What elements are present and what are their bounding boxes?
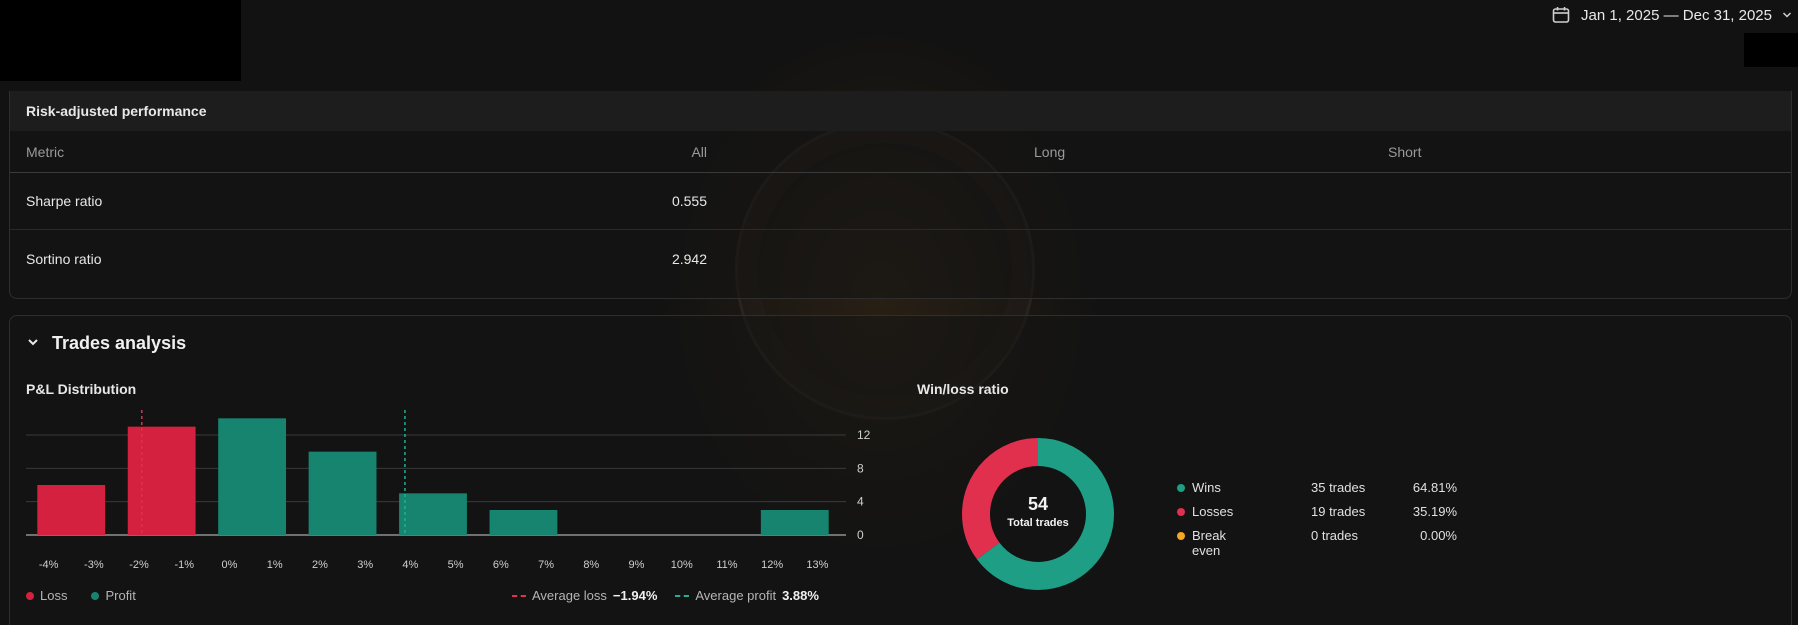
table-row: Sortino ratio 2.942: [10, 230, 1791, 287]
profit-legend-dot: [91, 591, 100, 600]
y-tick-label: 8: [857, 461, 864, 475]
x-tick-label: -1%: [174, 559, 194, 571]
outcome-percent: 35.19%: [1412, 504, 1457, 519]
total-trades-value: 54: [1028, 494, 1048, 514]
column-header-all: All: [691, 143, 707, 160]
x-tick-label: 8%: [583, 559, 599, 571]
outcome-count: 35 trades: [1311, 480, 1366, 495]
average-profit-legend: Average profit 3.88%: [675, 588, 819, 603]
x-tick-label: 4%: [402, 559, 418, 571]
y-tick-label: 4: [857, 495, 864, 509]
x-tick-label: 10%: [671, 559, 693, 571]
pnl-legend: Loss Profit: [26, 588, 136, 603]
corner-redaction: [1744, 33, 1798, 67]
pnl-distribution-chart: 0 4 8 12 -4% -3% -2% -1% 0% 1% 2% 3% 4% 5% 6% 7% 8% 9% 10%…: [26, 410, 871, 571]
date-range-picker[interactable]: Jan 1, 2025 — Dec 31, 2025: [1551, 3, 1792, 27]
outcome-percent: 0.00%: [1420, 528, 1457, 543]
outcome-count: 0 trades: [1311, 528, 1358, 543]
chevron-down-icon: [26, 333, 40, 354]
column-header-metric: Metric: [26, 143, 65, 160]
profit-legend-label: Profit: [105, 588, 136, 603]
win-loss-title: Win/loss ratio: [917, 381, 1009, 397]
x-tick-label: -3%: [84, 559, 104, 571]
profit-bar: [399, 493, 467, 535]
y-tick-label: 12: [857, 428, 871, 442]
x-tick-label: 2%: [312, 559, 328, 571]
x-tick-label: -2%: [129, 559, 149, 571]
x-tick-label: 11%: [716, 559, 737, 571]
average-profit-label: Average profit: [695, 588, 777, 603]
x-tick-label: 3%: [357, 559, 373, 571]
risk-section-title: Risk-adjusted performance: [26, 103, 207, 119]
outcome-percent: 64.81%: [1412, 480, 1457, 495]
outcome-label: Losses: [1192, 504, 1234, 519]
risk-section-header: Risk-adjusted performance: [10, 91, 1791, 131]
row-metric: Sharpe ratio: [26, 193, 103, 209]
trades-analysis-title: Trades analysis: [52, 333, 187, 353]
profit-bar: [760, 510, 829, 535]
row-all-value: 0.555: [671, 193, 707, 209]
loss-legend-label: Loss: [40, 588, 68, 603]
x-tick-label: 1%: [267, 559, 283, 571]
x-tick-label: 7%: [538, 559, 554, 571]
trades-analysis-toggle[interactable]: Trades analysis: [26, 333, 186, 354]
logo-redaction: [0, 0, 241, 81]
average-loss-legend: Average loss −1.94%: [512, 588, 657, 603]
x-tick-label: -4%: [39, 559, 59, 571]
trades-analysis-card: Trades analysis: [9, 315, 1792, 625]
table-row: Sharpe ratio 0.555: [10, 173, 1791, 230]
break-even-dot: [1177, 532, 1185, 540]
chevron-down-icon: [1782, 10, 1792, 20]
x-tick-label: 6%: [493, 559, 509, 571]
date-range-label: Jan 1, 2025 — Dec 31, 2025: [1581, 6, 1772, 24]
average-profit-dash: [675, 594, 690, 597]
wins-dot: [1177, 484, 1185, 492]
average-loss-value: −1.94%: [612, 588, 658, 603]
outcome-label: Break even: [1192, 528, 1226, 558]
donut-slice-losses: [962, 438, 1114, 590]
loss-bar: [127, 426, 196, 535]
win-loss-donut-chart: 54 Total trades: [962, 438, 1114, 590]
risk-adjusted-card: Risk-adjusted performance Metric All Lon…: [9, 91, 1792, 299]
loss-bar: [37, 485, 106, 535]
total-trades-label: Total trades: [1007, 517, 1069, 529]
losses-dot: [1177, 508, 1185, 516]
x-tick-label: 0%: [222, 559, 238, 571]
profit-bar: [308, 451, 377, 535]
average-profit-value: 3.88%: [782, 588, 819, 603]
risk-table-header: Metric All Long Short: [10, 131, 1791, 173]
outcome-count: 19 trades: [1311, 504, 1366, 519]
x-tick-label: 5%: [448, 559, 464, 571]
average-legend: Average loss −1.94% Average profit 3.88%: [512, 588, 819, 603]
loss-legend-dot: [26, 591, 34, 600]
column-header-short: Short: [1388, 143, 1422, 160]
row-all-value: 2.942: [671, 250, 707, 267]
column-header-long: Long: [1034, 143, 1066, 160]
x-tick-label: 13%: [806, 559, 828, 571]
average-loss-label: Average loss: [532, 588, 607, 603]
x-tick-label: 12%: [761, 559, 783, 571]
profit-bar: [489, 510, 558, 535]
y-tick-label: 0: [857, 528, 864, 542]
x-tick-label: 9%: [629, 559, 645, 571]
profit-bar: [218, 418, 287, 535]
average-loss-dash: [512, 594, 526, 597]
outcome-label: Wins: [1192, 480, 1221, 495]
calendar-icon: [1551, 5, 1571, 25]
pnl-distribution-title: P&L Distribution: [26, 381, 137, 397]
row-metric: Sortino ratio: [26, 250, 102, 267]
